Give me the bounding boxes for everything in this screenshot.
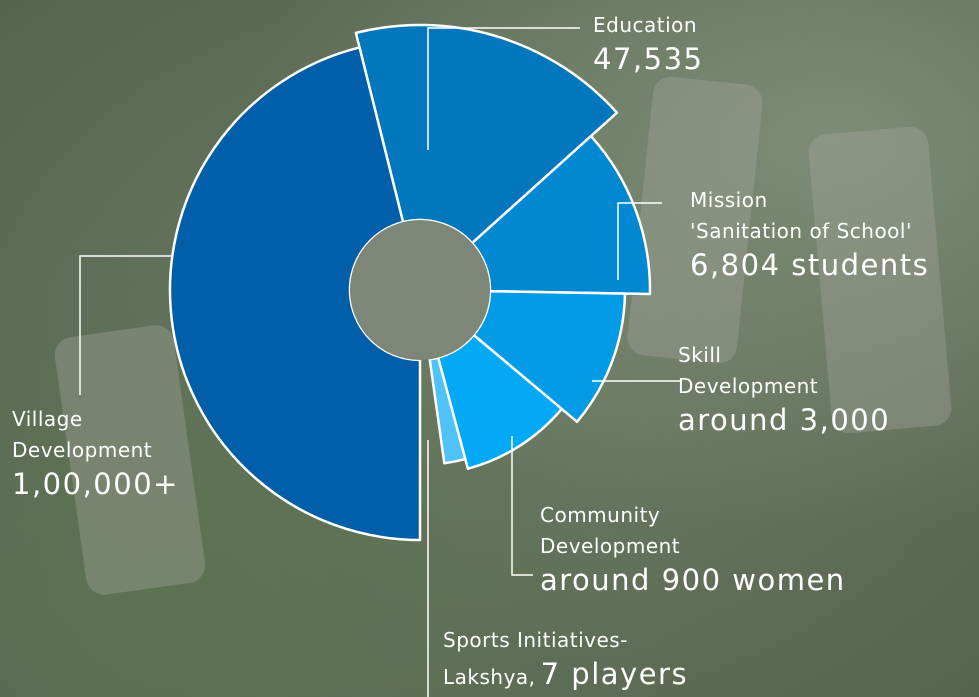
leader-line xyxy=(511,436,533,576)
slice-value: 1,00,000+ xyxy=(12,467,179,501)
slice-name: Development xyxy=(678,374,819,398)
label-skill: Skill Development around 3,000 xyxy=(678,340,890,438)
leader-line xyxy=(79,255,172,395)
slice-name: 'Sanitation of School' xyxy=(690,219,912,243)
slice-value: 6,804 students xyxy=(690,248,930,282)
slice-name: Village xyxy=(12,407,83,431)
slice-name: Education xyxy=(593,13,698,37)
slice-value: around 3,000 xyxy=(678,403,891,437)
leader-line xyxy=(427,27,580,150)
slice-name: Sports Initiatives- xyxy=(443,628,628,652)
slice-value: around 900 women xyxy=(540,563,846,597)
slice-name: Mission xyxy=(690,188,768,212)
label-village: Village Development 1,00,000+ xyxy=(12,404,179,502)
slice-name: Development xyxy=(540,534,681,558)
slice-name: Lakshya, xyxy=(443,665,536,689)
donut-hole xyxy=(350,220,490,360)
label-community: Community Development around 900 women xyxy=(540,500,846,598)
label-sports: Sports Initiatives- Lakshya, 7 players xyxy=(443,625,688,693)
slice-name: Skill xyxy=(678,343,722,367)
slice-name: Community xyxy=(540,503,661,527)
slice-name: Development xyxy=(12,438,153,462)
label-sanitation: Mission 'Sanitation of School' 6,804 stu… xyxy=(690,185,929,283)
slice-value: 7 players xyxy=(540,657,689,691)
label-education: Education 47,535 xyxy=(593,10,703,77)
leader-line xyxy=(617,202,662,280)
slice-value: 47,535 xyxy=(593,42,704,76)
